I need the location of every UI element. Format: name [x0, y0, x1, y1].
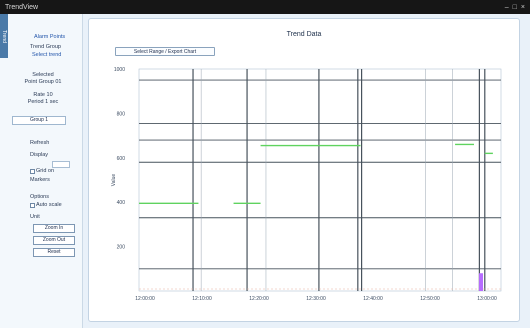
x-tick-label-3: 12:30:00 [306, 296, 326, 302]
minimize-icon[interactable]: – [504, 3, 509, 11]
auto-scale-checkbox[interactable] [30, 203, 35, 208]
sidebar-line-alarm-points[interactable]: Alarm Points [34, 34, 66, 40]
sidebar-line-period: Period 1 sec [27, 99, 59, 105]
title-bar: TrendView – □ × [0, 0, 530, 14]
sidebar-line-trend-group: Trend Group [30, 44, 61, 50]
x-tick-label-6: 13:00:00 [477, 296, 497, 302]
chart-panel: Trend Data Select Range / Export Chart 2… [88, 18, 520, 322]
y-tick-label-1: 200 [117, 245, 126, 251]
y-tick-label-2: 400 [117, 200, 126, 206]
y-tick-label-4: 800 [117, 111, 126, 117]
x-tick-label-0: 12:00:00 [135, 296, 155, 302]
sidebar-line-rate: Rate 10 [33, 92, 53, 98]
maximize-icon[interactable]: □ [512, 3, 517, 11]
y-tick-label-3: 600 [117, 156, 126, 162]
grid-checkbox[interactable] [30, 169, 35, 174]
sidebar: Trend Alarm Points Trend Group Select tr… [0, 14, 83, 328]
sidebar-tab[interactable]: Trend [0, 14, 8, 58]
sidebar-line-auto-scale: Auto scale [36, 202, 62, 208]
close-icon[interactable]: × [520, 3, 525, 11]
sidebar-line-options: Options [30, 194, 49, 200]
zoom-in-button[interactable]: Zoom In [33, 224, 75, 233]
bar-marker [479, 273, 484, 291]
group-select[interactable]: Group 1 [12, 116, 66, 125]
range-export-button[interactable]: Select Range / Export Chart [115, 47, 215, 56]
trend-chart[interactable]: 200 400 600 800 1000 Value 12:00:00 12:10:00 12:… [89, 19, 521, 323]
sidebar-line-refresh[interactable]: Refresh [30, 140, 50, 146]
window-controls: – □ × [505, 4, 525, 11]
plot-frame [138, 68, 502, 292]
window-title: TrendView [5, 3, 39, 11]
sidebar-line-selected: Selected [32, 72, 54, 78]
reset-button[interactable]: Reset [33, 248, 75, 257]
x-tick-label-4: 12:40:00 [363, 296, 383, 302]
x-tick-label-2: 12:20:00 [249, 296, 269, 302]
y-axis-label: Value [111, 174, 117, 187]
chart-title: Trend Data [286, 31, 322, 38]
sidebar-line-display: Display [30, 152, 49, 158]
y-tick-label-5: 1000 [114, 67, 125, 73]
sidebar-line-select-trend[interactable]: Select trend [32, 52, 62, 58]
x-tick-label-1: 12:10:00 [192, 296, 212, 302]
sidebar-line-point-group: Point Group 01 [24, 79, 62, 85]
sidebar-line-unit: Unit [30, 214, 40, 220]
sidebar-line-markers: Markers [30, 177, 50, 183]
zoom-out-button[interactable]: Zoom Out [33, 236, 75, 245]
display-field[interactable] [52, 161, 70, 168]
x-tick-label-5: 12:50:00 [420, 296, 440, 302]
sidebar-line-grid: Grid on [36, 168, 55, 174]
